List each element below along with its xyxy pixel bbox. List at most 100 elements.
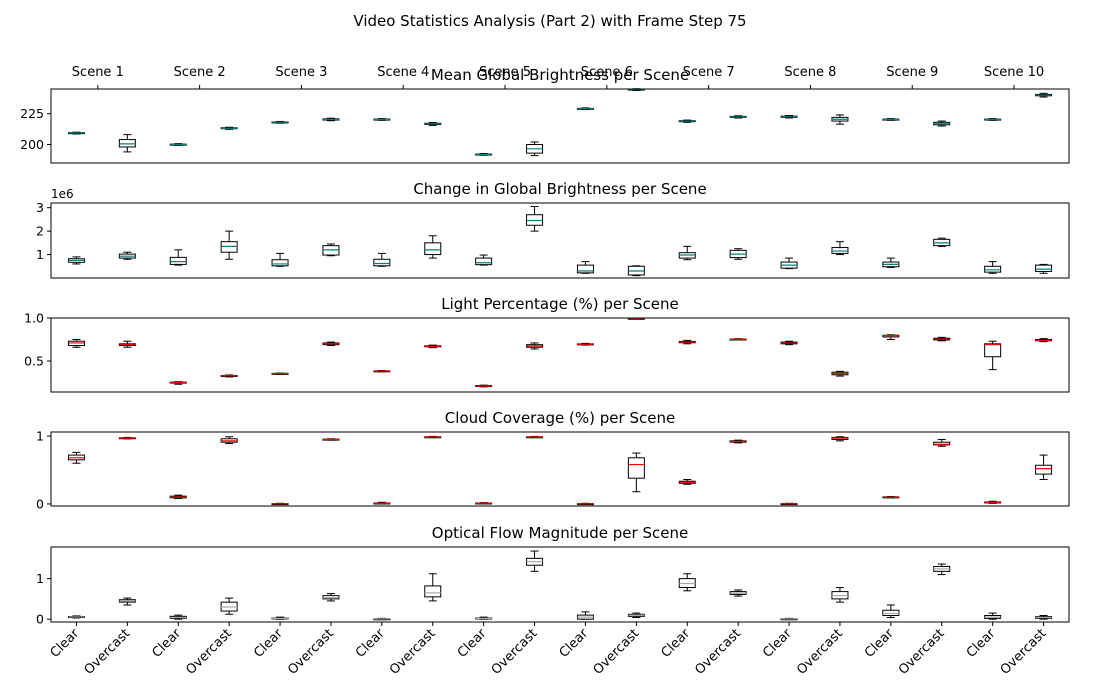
scene-label: Scene 7: [683, 65, 735, 80]
box-scene-4-clear: [373, 617, 391, 621]
box-scene-1-overcast: [118, 340, 136, 348]
x-tick-label-clear: Clear: [964, 626, 999, 661]
box-scene-7-clear: [678, 573, 696, 592]
box-scene-5-clear: [475, 616, 493, 620]
panel-title: Mean Global Brightness per Scene: [431, 66, 689, 84]
scene-label: Scene 4: [377, 65, 429, 80]
box-scene-3-clear: [271, 120, 289, 124]
box-scene-3-overcast: [322, 341, 340, 347]
box-scene-3-overcast: [322, 117, 340, 122]
box-scene-5-overcast: [526, 206, 544, 232]
x-tick-label-overcast: Overcast: [387, 626, 439, 678]
box-iqr: [373, 258, 391, 267]
box-scene-10-clear: [984, 340, 1002, 371]
x-tick-label-clear: Clear: [251, 626, 286, 661]
x-tick-label-overcast: Overcast: [591, 626, 643, 678]
box-scene-3-clear: [271, 252, 289, 267]
box-scene-1-overcast: [118, 436, 136, 440]
box-scene-4-overcast: [424, 122, 442, 126]
box-scene-5-clear: [475, 502, 493, 505]
box-scene-10-overcast: [1035, 454, 1053, 481]
box-scene-8-clear: [780, 617, 798, 621]
box-scene-10-clear: [984, 500, 1002, 504]
box-scene-8-overcast: [831, 370, 849, 377]
box-scene-7-overcast: [729, 589, 747, 597]
box-scene-8-clear: [780, 115, 798, 119]
axes-panel-4: Cloud Coverage (%) per Scene 0 1: [36, 409, 1070, 511]
box-scene-2-overcast: [220, 230, 238, 260]
box-scene-9-clear: [882, 495, 900, 499]
axes-frame: [50, 202, 1070, 279]
x-tick-label-clear: Clear: [48, 626, 83, 661]
box-scene-6-clear: [576, 261, 594, 274]
axes-frame: [50, 317, 1070, 393]
box-scene-2-overcast: [220, 597, 238, 615]
box-scene-9-clear: [882, 257, 900, 268]
axes-panel-5: Optical Flow Magnitude per Scene 0 1: [36, 524, 1070, 627]
box-scene-2-clear: [169, 494, 187, 500]
panel-title: Cloud Coverage (%) per Scene: [445, 409, 675, 427]
scene-label: Scene 2: [174, 65, 226, 80]
box-scene-8-clear: [780, 340, 798, 346]
box-scene-4-overcast: [424, 435, 442, 439]
box-scene-4-clear: [373, 369, 391, 373]
box-scene-4-clear: [373, 252, 391, 267]
box-iqr: [1035, 264, 1053, 272]
box-scene-8-overcast: [831, 114, 849, 125]
axes-frame: [50, 546, 1070, 623]
axes-frame: [50, 431, 1070, 507]
box-scene-1-clear: [67, 451, 85, 464]
box-scene-2-clear: [169, 249, 187, 266]
panel-title: Change in Global Brightness per Scene: [413, 180, 706, 198]
box-scene-1-clear: [67, 615, 85, 619]
box-scene-5-overcast: [526, 435, 544, 439]
box-scene-3-clear: [271, 372, 289, 375]
box-scene-10-clear: [984, 612, 1002, 620]
box-scene-2-overcast: [220, 126, 238, 130]
box-scene-6-clear: [576, 502, 594, 506]
x-tick-label-overcast: Overcast: [285, 626, 337, 678]
x-tick-label-overcast: Overcast: [794, 626, 846, 678]
x-tick-label-clear: Clear: [862, 626, 897, 661]
x-tick-label-overcast: Overcast: [82, 626, 134, 678]
x-tick-label-overcast: Overcast: [183, 626, 235, 678]
box-scene-8-overcast: [831, 241, 849, 256]
box-scene-2-clear: [169, 143, 187, 146]
y-tick-label: 0: [36, 612, 44, 627]
axes-frame: [50, 88, 1070, 164]
scene-label: Scene 10: [984, 65, 1044, 80]
box-iqr: [576, 264, 594, 274]
offset-label: 1e6: [51, 187, 74, 201]
box-scene-6-overcast: [627, 612, 645, 619]
box-scene-1-overcast: [118, 251, 136, 260]
y-tick-label: 1: [36, 571, 44, 586]
box-scene-1-overcast: [118, 597, 136, 606]
box-scene-6-overcast: [627, 452, 645, 493]
scene-label: Scene 9: [886, 65, 938, 80]
scene-label: Scene 8: [784, 65, 836, 80]
box-scene-4-overcast: [424, 344, 442, 349]
box-iqr: [169, 256, 187, 265]
x-tick-label-clear: Clear: [353, 626, 388, 661]
box-scene-2-overcast: [220, 374, 238, 378]
box-iqr: [882, 609, 900, 617]
box-scene-9-overcast: [933, 563, 951, 576]
x-tick-label-clear: Clear: [658, 626, 693, 661]
x-tick-label-overcast: Overcast: [692, 626, 744, 678]
y-tick-label: 200: [20, 137, 44, 152]
y-tick-label: 225: [20, 106, 44, 121]
box-scene-5-clear: [475, 384, 493, 388]
box-iqr: [933, 441, 951, 446]
y-tick-label: 1.0: [24, 311, 44, 326]
axes-panel-1: Mean Global Brightness per Scene 200 225: [20, 66, 1070, 164]
box-iqr: [271, 259, 289, 267]
box-scene-6-clear: [576, 611, 594, 620]
box-iqr: [118, 139, 136, 148]
y-tick-label: 0: [36, 496, 44, 511]
box-scene-2-clear: [169, 381, 187, 385]
axes-panel-3: Light Percentage (%) per Scene 0.5 1.0: [24, 295, 1070, 393]
box-scene-1-clear: [67, 131, 85, 135]
box-iqr: [1035, 464, 1053, 475]
box-scene-4-overcast: [424, 235, 442, 259]
